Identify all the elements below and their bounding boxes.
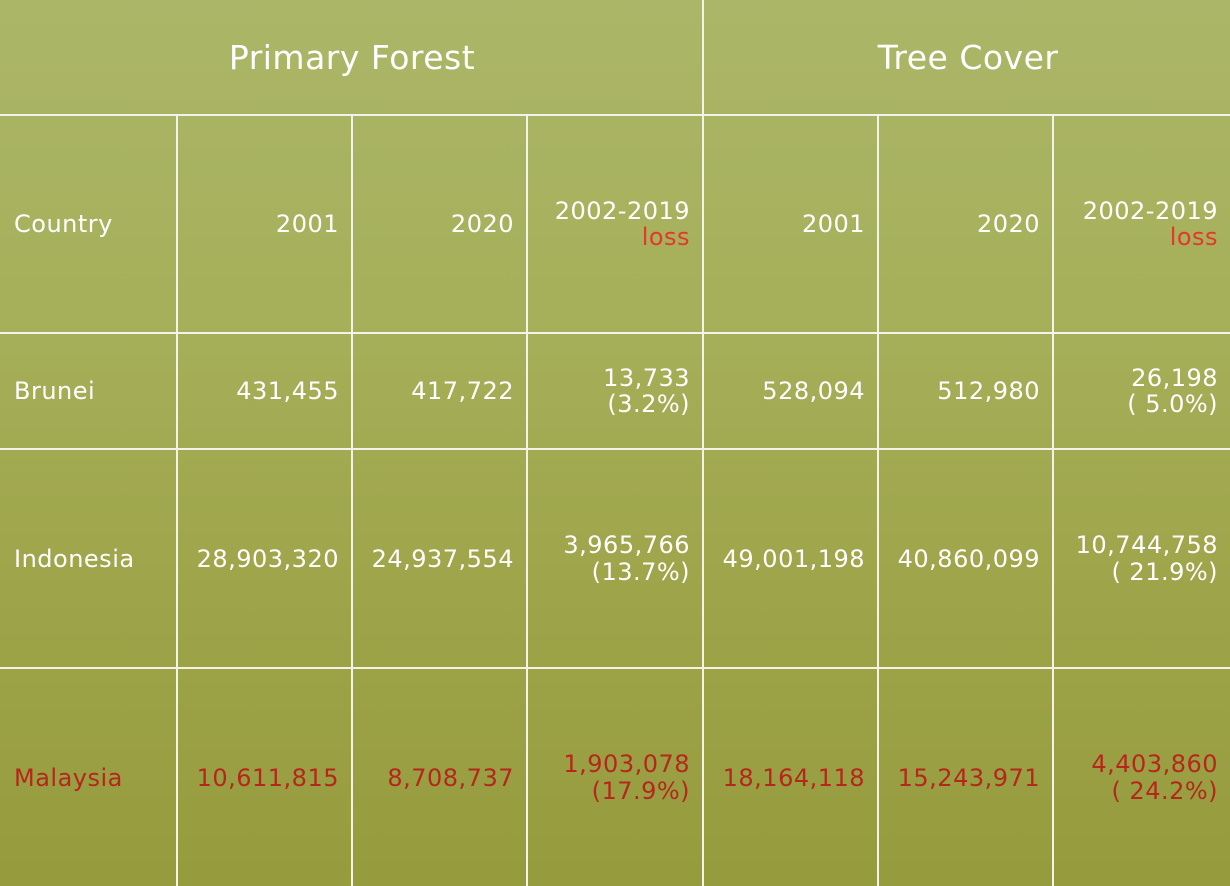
col-pf-loss: 2002-2019 loss — [525, 114, 705, 334]
tc-2020-cell: 15,243,971 — [877, 667, 1055, 886]
col-tc-loss: 2002-2019 loss — [1052, 114, 1230, 334]
col-tc-2001: 2001 — [702, 114, 880, 334]
pf-2001-cell: 10,611,815 — [176, 667, 353, 886]
table-row: Indonesia 28,903,320 24,937,554 3,965,76… — [0, 448, 1230, 669]
tc-loss-value: 4,403,860 — [1091, 750, 1219, 779]
country-cell: Indonesia — [0, 448, 178, 669]
col-tc-loss-range: 2002-2019 — [1082, 196, 1219, 225]
tc-loss-value: 26,198 — [1131, 363, 1219, 392]
pf-2001-cell: 431,455 — [176, 331, 353, 451]
country-cell: Brunei — [0, 331, 178, 451]
pf-loss-value: 1,903,078 — [563, 750, 691, 779]
tc-loss-cell: 4,403,860 ( 24.2%) — [1052, 667, 1230, 886]
tc-loss-percent: ( 24.2%) — [1111, 776, 1219, 805]
pf-loss-percent: (3.2%) — [607, 390, 691, 418]
group-header-row: Primary Forest Tree Cover — [0, 0, 1230, 117]
col-pf-2001: 2001 — [176, 114, 353, 334]
col-pf-2020: 2020 — [351, 114, 528, 334]
tc-loss-value: 10,744,758 — [1075, 531, 1219, 560]
tc-2001-cell: 18,164,118 — [702, 667, 880, 886]
pf-loss-percent: (13.7%) — [591, 557, 691, 586]
tc-2020-cell: 40,860,099 — [877, 448, 1055, 669]
col-country: Country — [0, 114, 178, 334]
tc-loss-percent: ( 21.9%) — [1111, 557, 1219, 586]
tc-2020-cell: 512,980 — [877, 331, 1055, 451]
tc-2001-cell: 49,001,198 — [702, 448, 880, 669]
col-pf-loss-range: 2002-2019 — [554, 196, 691, 225]
col-tc-2020: 2020 — [877, 114, 1055, 334]
pf-loss-percent: (17.9%) — [591, 776, 691, 805]
group-tree-cover: Tree Cover — [702, 0, 1230, 117]
tc-2001-cell: 528,094 — [702, 331, 880, 451]
pf-loss-value: 3,965,766 — [563, 531, 691, 560]
country-cell: Malaysia — [0, 667, 178, 886]
pf-loss-cell: 3,965,766 (13.7%) — [525, 448, 705, 669]
pf-2020-cell: 417,722 — [351, 331, 528, 451]
table-row: Brunei 431,455 417,722 13,733 (3.2%) 528… — [0, 331, 1230, 451]
column-header-row: Country 2001 2020 2002-2019 loss 2001 20… — [0, 114, 1230, 334]
pf-2020-cell: 24,937,554 — [351, 448, 528, 669]
pf-loss-cell: 13,733 (3.2%) — [525, 331, 705, 451]
col-pf-loss-word: loss — [641, 223, 691, 251]
pf-loss-cell: 1,903,078 (17.9%) — [525, 667, 705, 886]
pf-loss-value: 13,733 — [603, 363, 691, 392]
pf-2001-cell: 28,903,320 — [176, 448, 353, 669]
tc-loss-cell: 10,744,758 ( 21.9%) — [1052, 448, 1230, 669]
group-primary-forest: Primary Forest — [0, 0, 705, 117]
tc-loss-cell: 26,198 ( 5.0%) — [1052, 331, 1230, 451]
tc-loss-percent: ( 5.0%) — [1127, 390, 1219, 418]
col-tc-loss-word: loss — [1169, 223, 1219, 251]
pf-2020-cell: 8,708,737 — [351, 667, 528, 886]
table-row-highlighted: Malaysia 10,611,815 8,708,737 1,903,078 … — [0, 667, 1230, 886]
